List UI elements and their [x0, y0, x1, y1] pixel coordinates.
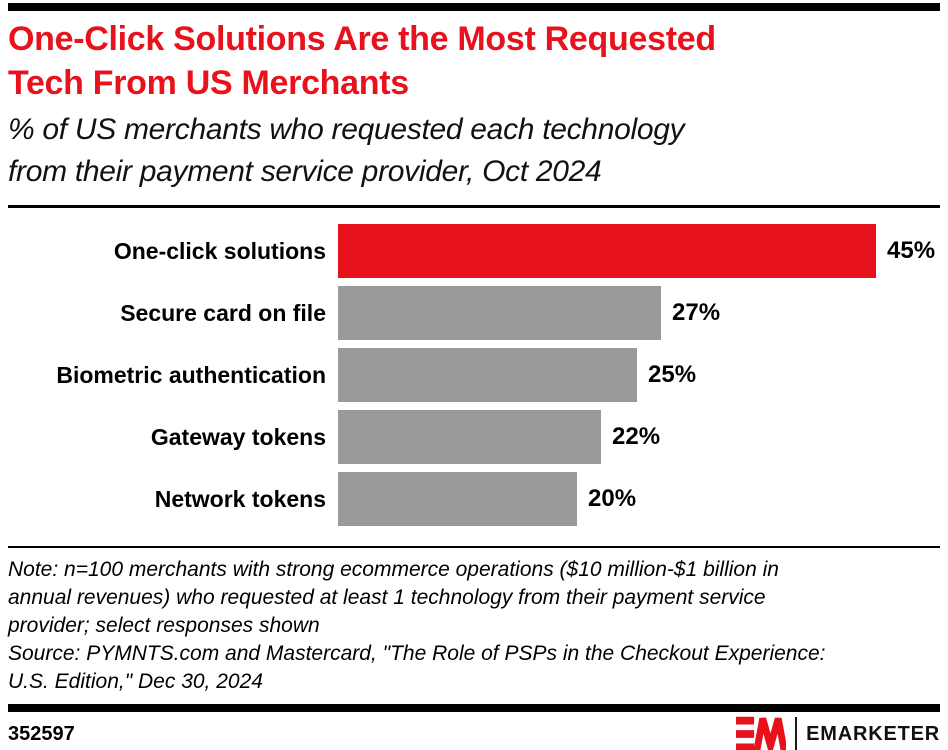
header-divider — [8, 205, 940, 208]
footer: 352597 EMARKETER — [8, 712, 940, 750]
chart-title-line2: Tech From US Merchants — [8, 64, 409, 102]
source-line: Source: PYMNTS.com and Mastercard, "The … — [8, 642, 826, 665]
value-label: 25% — [648, 361, 697, 388]
chart-subtitle-line2: from their payment service provider, Oct… — [8, 155, 602, 188]
em-monogram-icon — [736, 716, 787, 750]
chart-title: One-Click Solutions Are the Most Request… — [8, 17, 940, 105]
category-label: Secure card on file — [120, 299, 326, 326]
note-line: Note: n=100 merchants with strong ecomme… — [8, 558, 779, 581]
source-text: Source: PYMNTS.com and Mastercard, "The … — [8, 640, 940, 696]
logo-divider — [795, 717, 798, 750]
category-label: Network tokens — [154, 485, 326, 512]
chart-title-line1: One-Click Solutions Are the Most Request… — [8, 20, 716, 58]
note-text: Note: n=100 merchants with strong ecomme… — [8, 556, 940, 640]
bar — [338, 224, 876, 278]
bar-row: One-click solutions 45% — [8, 224, 940, 278]
source-line: U.S. Edition," Dec 30, 2024 — [8, 670, 263, 693]
note-line: annual revenues) who requested at least … — [8, 586, 766, 609]
chart-subtitle-line1: % of US merchants who requested each tec… — [8, 113, 685, 146]
value-label: 27% — [672, 299, 721, 326]
bar — [338, 472, 577, 526]
value-label: 20% — [588, 485, 637, 512]
bar-row: Network tokens 20% — [8, 472, 940, 526]
chart-subtitle: % of US merchants who requested each tec… — [8, 109, 940, 193]
bar-row: Gateway tokens 22% — [8, 410, 940, 464]
category-label: Biometric authentication — [56, 361, 326, 388]
brand-name: EMARKETER — [806, 722, 940, 745]
category-label: Gateway tokens — [150, 423, 326, 450]
footnote-divider — [8, 546, 940, 548]
value-label: 22% — [612, 423, 661, 450]
bar-row: Biometric authentication 25% — [8, 348, 940, 402]
bar — [338, 410, 601, 464]
chart-id: 352597 — [8, 722, 75, 745]
bar-row: Secure card on file 27% — [8, 286, 940, 340]
note-line: provider; select responses shown — [8, 614, 320, 637]
bottom-divider — [8, 704, 940, 712]
emarketer-logo: EMARKETER — [736, 716, 940, 750]
value-label: 45% — [887, 237, 936, 264]
category-label: One-click solutions — [113, 237, 326, 264]
bar-chart: One-click solutions 45% Secure card on f… — [8, 208, 940, 546]
chart-page: One-Click Solutions Are the Most Request… — [0, 3, 948, 750]
top-divider — [8, 3, 940, 11]
footnotes: Note: n=100 merchants with strong ecomme… — [8, 548, 940, 696]
bar — [338, 286, 661, 340]
bar — [338, 348, 637, 402]
